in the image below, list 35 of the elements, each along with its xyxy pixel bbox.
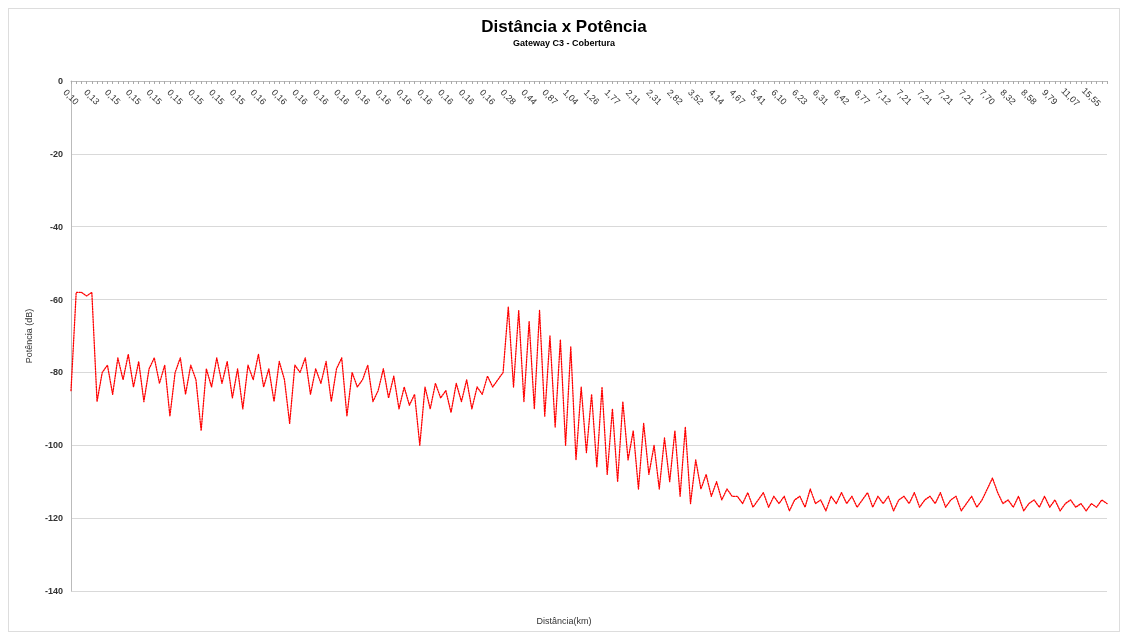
x-tick-label: 0,15 <box>144 87 165 107</box>
x-tick-label: 0,15 <box>227 87 248 107</box>
x-tick-label: 6,31 <box>810 87 831 107</box>
x-tick-label: 1,04 <box>561 87 581 107</box>
x-tick-label: 4,67 <box>727 87 748 107</box>
chart-title: Distância x Potência <box>481 17 648 36</box>
y-tick-label: 0 <box>57 76 63 86</box>
y-tick-label: -40 <box>49 221 63 232</box>
y-tick-label: -100 <box>44 440 63 451</box>
x-tick-label: 6,10 <box>769 87 789 107</box>
x-tick-label: 6,42 <box>831 87 852 107</box>
x-tick-label: 6,23 <box>790 87 810 107</box>
x-tick-label: 4,14 <box>706 87 727 107</box>
x-tick-label: 0,16 <box>352 87 373 107</box>
x-tick-label: 0,15 <box>165 87 185 107</box>
x-tick-label: 9,79 <box>1040 87 1060 107</box>
x-tick-label: 2,11 <box>623 87 643 107</box>
x-tick-label: 0,15 <box>123 87 144 107</box>
y-tick-label: -80 <box>49 367 63 378</box>
x-tick-label: 1,26 <box>581 87 602 107</box>
y-axis-title: Potência (dB) <box>23 308 34 364</box>
line-series <box>70 291 1108 512</box>
chart-subtitle: Gateway C3 - Cobertura <box>512 37 617 48</box>
x-axis-title: Distância(km) <box>536 615 592 626</box>
x-tick-label: 7,70 <box>977 87 997 107</box>
x-tick-label: 0,16 <box>477 87 498 107</box>
x-tick-label: 6,77 <box>852 87 873 107</box>
x-tick-label: 0,15 <box>102 87 123 107</box>
y-tick-label: -120 <box>44 513 63 524</box>
x-tick-label: 1,77 <box>602 87 623 107</box>
y-tick-label: -140 <box>44 586 63 596</box>
y-tick-label: -60 <box>49 294 63 305</box>
x-tick-label: 0,16 <box>456 87 477 107</box>
y-tick-label: -20 <box>49 148 63 159</box>
x-tick-label: 0,87 <box>540 87 560 107</box>
